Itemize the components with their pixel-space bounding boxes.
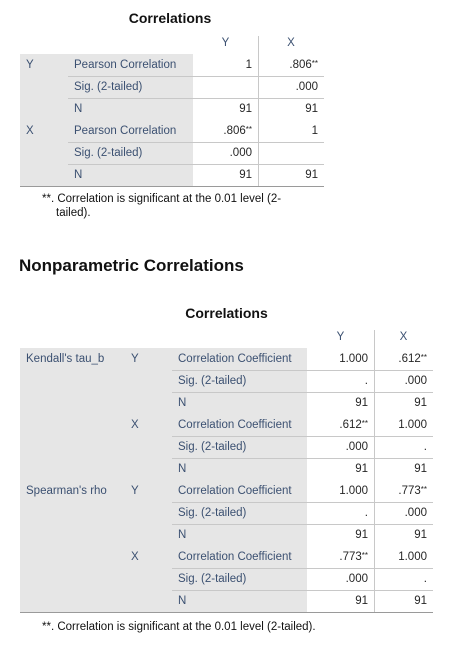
row-variable-x: X — [125, 546, 172, 612]
value-cell: 91 — [374, 524, 433, 546]
column-header-empty — [20, 326, 307, 348]
table2-title: Correlations — [185, 305, 268, 321]
row-stat-label: N — [68, 98, 193, 120]
value-cell: .773 ** — [307, 546, 374, 568]
value-cell: 1 — [258, 120, 324, 142]
value-cell: 91 — [193, 98, 258, 120]
value-cell: 91 — [307, 392, 374, 414]
section-title: Nonparametric Correlations — [19, 256, 244, 275]
row-stat-label: Correlation Coefficient — [172, 348, 307, 370]
value-cell: . — [374, 568, 433, 590]
grid-line — [68, 142, 324, 143]
value-cell: 1.000 — [307, 480, 374, 502]
row-stat-label: Correlation Coefficient — [172, 480, 307, 502]
row-stat-label: Pearson Correlation — [68, 54, 193, 76]
value-cell: 1.000 — [374, 414, 433, 436]
value-cell: . — [307, 370, 374, 392]
value-cell: .000 — [374, 502, 433, 524]
value-cell: 91 — [307, 524, 374, 546]
column-header-x: X — [399, 331, 408, 343]
row-variable-x: X — [20, 120, 68, 186]
value-cell: 91 — [374, 392, 433, 414]
value-cell: 91 — [307, 458, 374, 480]
row-stat-label: N — [68, 164, 193, 186]
grid-line — [68, 76, 324, 77]
row-stat-label: Correlation Coefficient — [172, 414, 307, 436]
grid-line — [172, 568, 433, 569]
value-cell: . — [374, 436, 433, 458]
value-cell: .773 ** — [374, 480, 433, 502]
grid-line — [172, 436, 433, 437]
value-cell: 91 — [193, 164, 258, 186]
row-stat-label: Sig. (2-tailed) — [172, 436, 307, 458]
row-stat-label: Pearson Correlation — [68, 120, 193, 142]
grid-line — [374, 348, 375, 612]
row-variable-y: Y — [20, 54, 68, 120]
column-header-y: Y — [336, 331, 345, 343]
table2-footnote: **. Correlation is significant at the 0.… — [42, 621, 316, 633]
row-stat-label: N — [172, 524, 307, 546]
row-stat-label: Sig. (2-tailed) — [68, 142, 193, 164]
row-stat-label: N — [172, 458, 307, 480]
value-cell: 1.000 — [374, 546, 433, 568]
value-cell: 91 — [258, 98, 324, 120]
value-cell: .612 ** — [307, 414, 374, 436]
row-stat-label: N — [172, 392, 307, 414]
row-stat-label: N — [172, 590, 307, 612]
table1-footnote-line2: tailed). — [56, 207, 91, 219]
row-stat-label: Correlation Coefficient — [172, 546, 307, 568]
grid-line — [172, 392, 433, 393]
value-cell: 91 — [374, 590, 433, 612]
row-variable-x: X — [125, 414, 172, 480]
value-cell — [193, 76, 258, 98]
table1-title: Correlations — [128, 10, 212, 26]
value-cell: .000 — [307, 568, 374, 590]
column-header-y: Y — [221, 37, 230, 49]
grid-line — [374, 330, 375, 348]
column-header-x: X — [287, 37, 295, 49]
grid-line — [172, 590, 433, 591]
grid-line — [172, 458, 433, 459]
value-cell: 91 — [307, 590, 374, 612]
value-cell: .612 ** — [374, 348, 433, 370]
method-label: Kendall's tau_b — [20, 348, 125, 480]
row-stat-label: Sig. (2-tailed) — [172, 568, 307, 590]
value-cell: 1.000 — [307, 348, 374, 370]
value-cell: .000 — [258, 76, 324, 98]
value-cell: .000 — [374, 370, 433, 392]
value-cell: .000 — [193, 142, 258, 164]
grid-line — [68, 164, 324, 165]
value-cell: .806 ** — [193, 120, 258, 142]
grid-line — [172, 370, 433, 371]
table1-footnote-line1: **. Correlation is significant at the 0.… — [42, 193, 282, 205]
value-cell: .000 — [307, 436, 374, 458]
table1-footnote: **. Correlation is significant at the 0.… — [42, 192, 281, 220]
row-variable-y: Y — [125, 480, 172, 546]
grid-line — [258, 54, 259, 186]
value-cell: .806 ** — [258, 54, 324, 76]
row-variable-y: Y — [125, 348, 172, 414]
grid-line — [68, 98, 324, 99]
value-cell: 1 — [193, 54, 258, 76]
value-cell: . — [307, 502, 374, 524]
grid-line — [20, 186, 324, 187]
grid-line — [172, 502, 433, 503]
column-header-empty — [20, 32, 193, 54]
grid-line — [258, 36, 259, 54]
value-cell — [258, 142, 324, 164]
row-stat-label: Sig. (2-tailed) — [172, 370, 307, 392]
grid-line — [20, 612, 433, 613]
value-cell: 91 — [258, 164, 324, 186]
grid-line — [172, 524, 433, 525]
row-stat-label: Sig. (2-tailed) — [68, 76, 193, 98]
row-stat-label: Sig. (2-tailed) — [172, 502, 307, 524]
value-cell: 91 — [374, 458, 433, 480]
method-label: Spearman's rho — [20, 480, 125, 612]
